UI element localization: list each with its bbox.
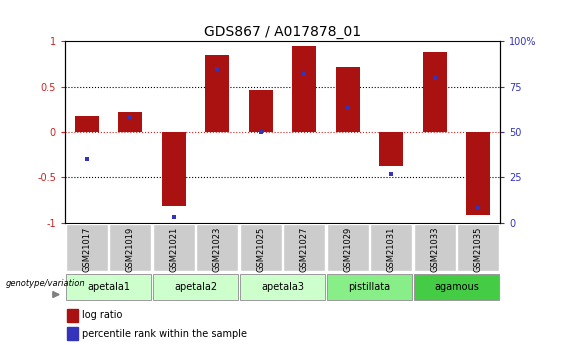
Bar xyxy=(75,116,99,132)
Bar xyxy=(458,224,499,271)
Bar xyxy=(284,224,325,271)
Bar xyxy=(414,224,455,271)
Text: GSM21021: GSM21021 xyxy=(170,227,178,272)
Bar xyxy=(162,132,186,206)
Bar xyxy=(67,327,78,340)
Bar xyxy=(327,274,412,300)
Text: apetala2: apetala2 xyxy=(174,282,217,292)
Text: apetala3: apetala3 xyxy=(261,282,304,292)
Text: GSM21031: GSM21031 xyxy=(387,227,396,272)
Bar xyxy=(249,90,273,132)
Title: GDS867 / A017878_01: GDS867 / A017878_01 xyxy=(204,25,361,39)
Bar xyxy=(466,132,490,215)
Bar xyxy=(371,224,412,271)
Bar xyxy=(414,274,499,300)
Text: GSM21027: GSM21027 xyxy=(300,227,308,272)
Bar xyxy=(153,224,194,271)
Text: GSM21035: GSM21035 xyxy=(474,227,483,272)
Bar xyxy=(66,224,107,271)
Bar xyxy=(423,52,447,132)
Text: GSM21023: GSM21023 xyxy=(213,227,221,272)
Text: agamous: agamous xyxy=(434,282,479,292)
Text: GSM21017: GSM21017 xyxy=(82,227,91,272)
Text: pistillata: pistillata xyxy=(349,282,390,292)
Text: percentile rank within the sample: percentile rank within the sample xyxy=(82,328,247,338)
Text: GSM21025: GSM21025 xyxy=(257,227,265,272)
Text: GSM21033: GSM21033 xyxy=(431,227,439,272)
Text: apetala1: apetala1 xyxy=(87,282,130,292)
Bar xyxy=(118,112,142,132)
Bar xyxy=(67,309,78,322)
Bar xyxy=(292,46,316,132)
Bar xyxy=(197,224,238,271)
Text: GSM21029: GSM21029 xyxy=(344,227,352,272)
Bar xyxy=(205,55,229,132)
Bar xyxy=(240,274,325,300)
Bar xyxy=(240,224,281,271)
Text: genotype/variation: genotype/variation xyxy=(6,279,85,288)
Bar xyxy=(153,274,238,300)
Text: GSM21019: GSM21019 xyxy=(126,227,134,272)
Bar xyxy=(110,224,151,271)
Bar xyxy=(327,224,368,271)
Bar xyxy=(66,274,151,300)
Bar xyxy=(379,132,403,166)
Text: log ratio: log ratio xyxy=(82,310,123,321)
Bar xyxy=(336,67,360,132)
